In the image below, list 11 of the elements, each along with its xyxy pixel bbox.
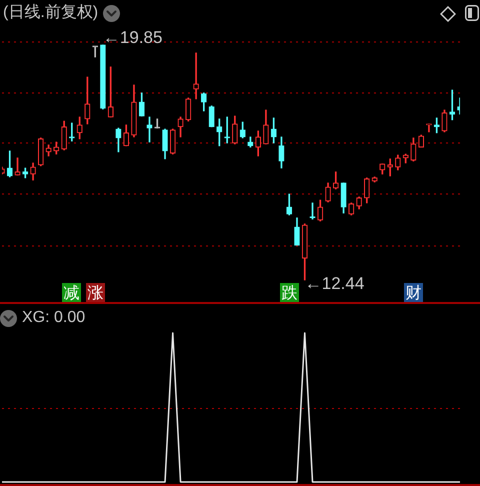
candlestick <box>146 116 152 142</box>
annotation: ←19.85 <box>102 28 162 48</box>
chart-title: XG: 0.00 <box>22 308 86 328</box>
chart-title: (日线.前复权) <box>3 3 98 23</box>
candlestick <box>193 52 199 100</box>
badge: 涨 <box>86 283 105 302</box>
badge: 财 <box>404 283 423 302</box>
badge: 减 <box>62 283 81 302</box>
badge: 跌 <box>280 283 299 302</box>
candlestick <box>14 158 20 176</box>
annotation: ←12.44 <box>304 274 364 294</box>
